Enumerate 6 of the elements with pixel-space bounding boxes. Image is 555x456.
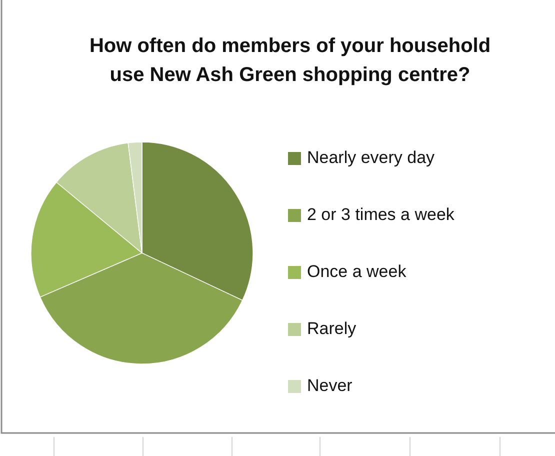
chart-title: How often do members of your household use New Ash Green shopping centre? — [89, 35, 491, 86]
legend-label: Never — [307, 376, 353, 395]
legend-label: Nearly every day — [307, 148, 436, 167]
legend-label: Rarely — [307, 319, 357, 338]
legend-label: 2 or 3 times a week — [307, 205, 455, 224]
legend-label: Once a week — [307, 262, 407, 281]
